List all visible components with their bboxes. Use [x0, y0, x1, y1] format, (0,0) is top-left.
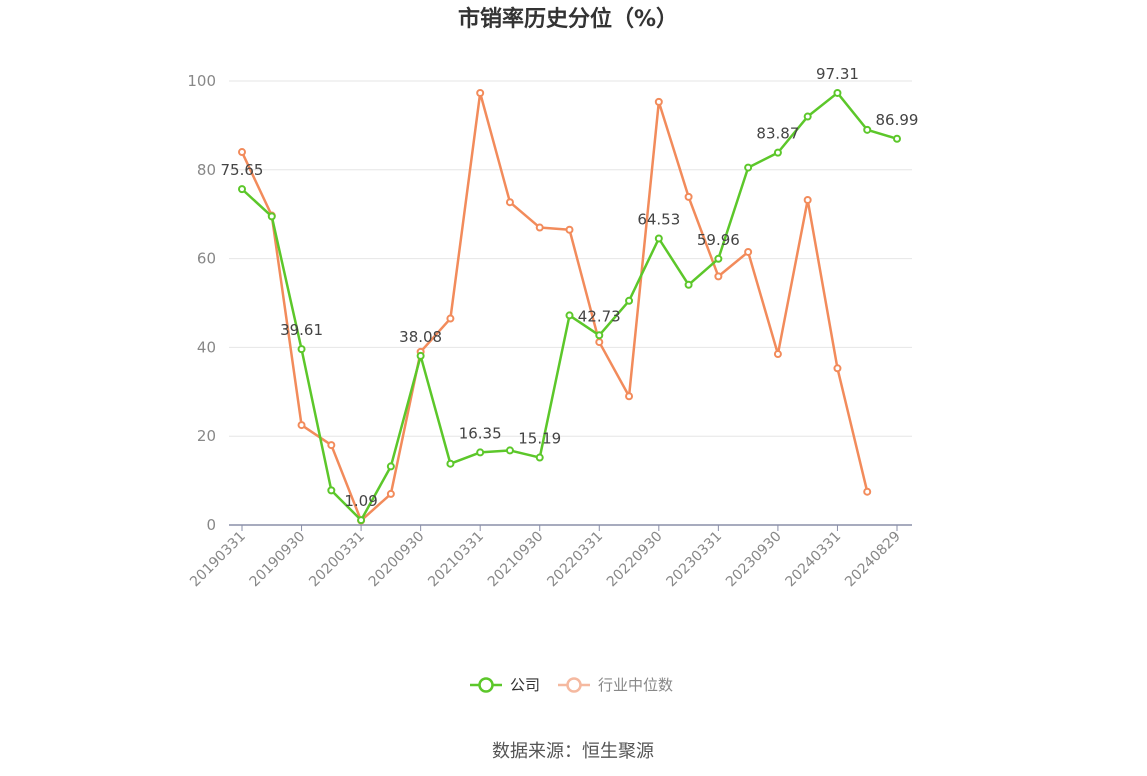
x-tick-label-0: 20190331	[187, 529, 249, 591]
x-tick-label-4: 20210331	[425, 529, 487, 591]
series-0-point-19[interactable]	[803, 112, 812, 121]
series-0-point-18[interactable]	[773, 148, 782, 157]
x-tick-label-1: 20190930	[247, 529, 309, 591]
series-0-point-2[interactable]	[297, 345, 306, 354]
series-1-point-18[interactable]	[773, 350, 782, 359]
x-tick-label-7: 20220930	[604, 529, 666, 591]
data-label-8: 16.35	[459, 424, 502, 442]
y-tick-label-2: 40	[197, 338, 216, 356]
data-label-18: 83.87	[756, 125, 799, 143]
series-0-point-0[interactable]	[238, 185, 246, 194]
data-label-22: 86.99	[876, 111, 919, 129]
legend-marker-0	[478, 677, 494, 693]
series-1-point-19[interactable]	[803, 195, 812, 204]
series-0-point-16[interactable]	[714, 254, 723, 263]
legend-label-1: 行业中位数	[598, 676, 673, 694]
series-0-point-4[interactable]	[357, 516, 366, 525]
series-1-point-11[interactable]	[565, 225, 574, 234]
chart-title: 市销率历史分位（%）	[458, 6, 678, 32]
y-tick-label-3: 60	[197, 250, 216, 268]
series-0-point-8[interactable]	[476, 448, 485, 457]
series-0-point-1[interactable]	[267, 212, 276, 221]
series-lines	[238, 88, 901, 525]
series-1-point-9[interactable]	[505, 198, 514, 207]
series-0-point-13[interactable]	[625, 296, 634, 305]
y-tick-label-5: 100	[187, 72, 216, 90]
legend-label-0: 公司	[510, 676, 540, 694]
legend-item-0[interactable]: 公司	[470, 676, 540, 694]
y-tick-label-1: 20	[197, 427, 216, 445]
series-0-point-12[interactable]	[595, 331, 604, 340]
y-tick-label-0: 0	[206, 516, 216, 534]
y-axis: 0 20 40 60 80 100	[187, 72, 216, 534]
x-tick-label-8: 20230331	[663, 529, 725, 591]
series-0-point-7[interactable]	[446, 459, 455, 468]
source-note: 数据来源：恒生聚源	[492, 741, 654, 762]
x-tick-label-11: 20240829	[842, 529, 904, 591]
data-label-10: 15.19	[518, 430, 561, 448]
series-1-point-14[interactable]	[654, 97, 663, 106]
data-label-2: 39.61	[280, 321, 323, 339]
x-tick-label-2: 20200331	[306, 529, 368, 591]
y-tick-label-4: 80	[197, 161, 216, 179]
series-line-1	[240, 91, 869, 522]
series-1-point-10[interactable]	[535, 223, 544, 232]
series-1-point-2[interactable]	[297, 421, 306, 430]
series-0-point-3[interactable]	[327, 486, 336, 495]
series-1-point-8[interactable]	[476, 88, 485, 97]
series-0-point-21[interactable]	[863, 125, 872, 134]
series-1-point-16[interactable]	[714, 272, 723, 281]
series-0-point-22[interactable]	[893, 134, 901, 143]
x-axis: 2019033120190930202003312020093020210331…	[187, 524, 912, 591]
series-1-point-5[interactable]	[386, 489, 395, 498]
series-1-point-13[interactable]	[625, 392, 634, 401]
series-1-point-15[interactable]	[684, 192, 693, 201]
legend-marker-1	[566, 677, 582, 693]
series-0-point-17[interactable]	[744, 163, 753, 172]
series-0-point-10[interactable]	[535, 453, 544, 462]
data-label-14: 64.53	[637, 210, 680, 228]
x-tick-label-9: 20230930	[723, 529, 785, 591]
series-1-point-21[interactable]	[863, 487, 872, 496]
data-labels: 75.65 39.61 1.09 38.08 16.35 15.19 42.73 64.53 5…	[221, 65, 919, 510]
series-1-point-0[interactable]	[238, 148, 246, 157]
data-label-4: 1.09	[344, 492, 377, 510]
series-0-point-11[interactable]	[565, 311, 574, 320]
series-0-point-15[interactable]	[684, 280, 693, 289]
x-tick-label-6: 20220331	[544, 529, 606, 591]
data-label-6: 38.08	[399, 328, 442, 346]
series-1-point-3[interactable]	[327, 441, 336, 450]
data-label-12: 42.73	[578, 307, 621, 325]
series-0-point-20[interactable]	[833, 88, 842, 97]
data-label-0: 75.65	[221, 161, 264, 179]
series-1-point-12[interactable]	[595, 338, 604, 347]
series-1-point-17[interactable]	[744, 247, 753, 256]
series-0-point-14[interactable]	[654, 234, 663, 243]
series-line-0	[241, 91, 898, 522]
legend-item-1[interactable]: 行业中位数	[558, 676, 673, 694]
series-0-point-9[interactable]	[505, 446, 514, 455]
data-label-16: 59.96	[697, 231, 740, 249]
data-label-20: 97.31	[816, 65, 859, 83]
x-tick-label-5: 20210930	[485, 529, 547, 591]
series-1-point-7[interactable]	[446, 314, 455, 323]
series-0-point-6[interactable]	[416, 351, 425, 360]
grid	[229, 80, 912, 437]
x-tick-label-10: 20240331	[783, 529, 845, 591]
x-tick-label-3: 20200930	[366, 529, 428, 591]
series-0-point-5[interactable]	[386, 462, 395, 471]
legend[interactable]: 公司 行业中位数	[470, 676, 673, 694]
series-1-point-20[interactable]	[833, 364, 842, 373]
